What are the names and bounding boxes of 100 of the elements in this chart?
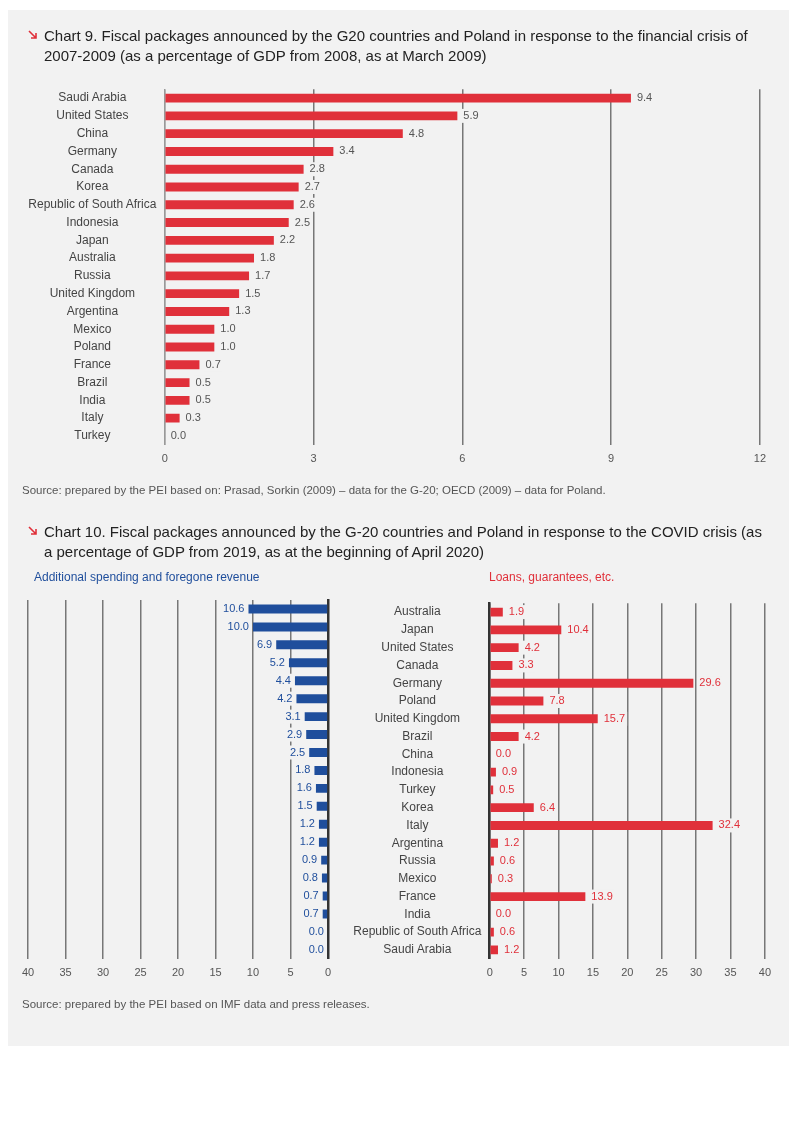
- bar: [276, 640, 328, 650]
- data-label: 4.2: [524, 729, 540, 742]
- bar: [165, 164, 304, 174]
- y-tick-label: China: [401, 746, 434, 761]
- data-label: 4.8: [408, 126, 425, 139]
- data-label: 10.0: [227, 619, 249, 632]
- bar: [165, 182, 299, 192]
- y-tick-label: Saudi Arabia: [58, 90, 127, 105]
- bar: [165, 360, 200, 370]
- text: Chart 10. Fiscal packages announced by the G-20 countries and Poland in response to the COVID crisis (as a percentage of GDP from 2019, as at the beginning of April 2020): [44, 522, 763, 562]
- bar: [252, 622, 328, 632]
- bar: [165, 289, 240, 299]
- data-label: 1.3: [235, 304, 251, 317]
- bar: [306, 730, 328, 740]
- y-tick-label: Indonesia: [391, 764, 444, 779]
- x-tick-label: 15: [209, 966, 222, 979]
- y-tick-label: United Kingdom: [49, 285, 136, 300]
- data-label: 7.8: [549, 694, 565, 707]
- bar: [165, 395, 190, 405]
- bar: [318, 819, 328, 829]
- x-tick-label: 25: [655, 966, 668, 979]
- data-label: 2.5: [294, 215, 311, 228]
- y-tick-label: Japan: [76, 232, 109, 247]
- y-tick-label: Mexico: [73, 321, 112, 336]
- bar: [490, 838, 498, 848]
- y-tick-label: Korea: [401, 799, 434, 814]
- data-label: 1.2: [299, 835, 315, 848]
- data-label: 1.8: [295, 763, 311, 776]
- bar: [490, 714, 598, 724]
- bar: [165, 93, 631, 103]
- data-label: 1.5: [297, 799, 313, 812]
- bar: [309, 748, 328, 757]
- data-label: 0.7: [205, 357, 221, 370]
- y-tick-label: China: [76, 125, 109, 140]
- y-tick-label: Australia: [394, 604, 442, 619]
- y-tick-label: Australia: [69, 250, 117, 265]
- x-tick-label: 10: [552, 966, 565, 979]
- bar: [165, 324, 215, 334]
- bar: [165, 307, 230, 316]
- data-label: 32.4: [718, 818, 741, 831]
- data-label: 3.3: [518, 658, 534, 671]
- x-tick-label: 0: [324, 966, 331, 979]
- bar: [165, 378, 190, 388]
- data-label: 0.3: [497, 871, 514, 884]
- data-label: 1.8: [260, 251, 276, 264]
- y-tick-label: India: [79, 392, 106, 407]
- x-tick-label: 6: [459, 452, 466, 465]
- data-label: 5.2: [269, 655, 285, 668]
- data-label: 0.7: [303, 889, 319, 902]
- data-label: 0.0: [495, 747, 512, 760]
- y-tick-label: Mexico: [398, 871, 437, 886]
- x-tick-label: 35: [59, 966, 72, 979]
- bar: [321, 873, 328, 883]
- x-tick-label: 20: [621, 966, 634, 979]
- data-label: 4.4: [275, 673, 291, 686]
- bar: [248, 604, 328, 614]
- y-tick-label: United Kingdom: [374, 711, 461, 726]
- bar: [321, 855, 328, 865]
- x-tick-label: 9: [608, 452, 615, 465]
- x-tick-label: 0: [486, 966, 493, 979]
- y-tick-label: Japan: [401, 622, 434, 637]
- y-tick-label: Turkey: [74, 428, 111, 443]
- bar: [304, 712, 328, 722]
- data-label: 1.0: [220, 340, 236, 353]
- x-tick-label: 5: [287, 966, 294, 979]
- x-tick-label: 25: [134, 966, 147, 979]
- data-label: 1.2: [503, 836, 520, 849]
- data-label: 13.9: [591, 889, 613, 902]
- data-label: 6.9: [256, 637, 273, 650]
- data-label: 0.0: [308, 942, 324, 955]
- data-label: 2.7: [304, 180, 320, 193]
- data-label: 0.8: [302, 871, 318, 884]
- y-tick-label: France: [73, 357, 112, 372]
- data-label: 0.0: [308, 924, 324, 937]
- bar: [165, 342, 215, 352]
- data-label: 6.4: [539, 800, 556, 813]
- bar: [165, 413, 180, 423]
- data-label: 1.9: [508, 605, 525, 618]
- bar: [490, 625, 562, 635]
- chart-title: Chart 9. Fiscal packages announced by the G20 countries and Poland in response to the financial crisis of 2007-2009 (as a percentage of GDP from 2008, as at March 2009): [44, 26, 749, 66]
- y-tick-label: Republic of South Africa: [28, 197, 157, 212]
- bar: [316, 801, 328, 811]
- x-tick-label: 5: [521, 966, 528, 979]
- bar: [490, 785, 494, 795]
- y-tick-label: Canada: [71, 161, 114, 176]
- y-tick-label: Germany: [392, 675, 443, 690]
- bar: [490, 767, 496, 777]
- y-tick-label: Argentina: [391, 835, 444, 850]
- x-tick-label: 40: [758, 966, 772, 979]
- data-label: 0.6: [499, 854, 516, 867]
- data-label: 0.9: [501, 765, 518, 778]
- bar: [490, 821, 713, 830]
- y-tick-label: Korea: [76, 179, 109, 194]
- y-tick-label: Turkey: [399, 782, 436, 797]
- y-tick-label: Poland: [398, 693, 437, 708]
- series-label: Loans, guarantees, etc.: [488, 570, 616, 584]
- data-label: 4.2: [277, 691, 293, 704]
- bar: [296, 694, 328, 704]
- bar: [490, 643, 519, 653]
- source-note: Source: prepared by the PEI based on: Prasad, Sorkin (2009) – data for the G-20; OECD (2009) – data for Poland.: [22, 484, 607, 496]
